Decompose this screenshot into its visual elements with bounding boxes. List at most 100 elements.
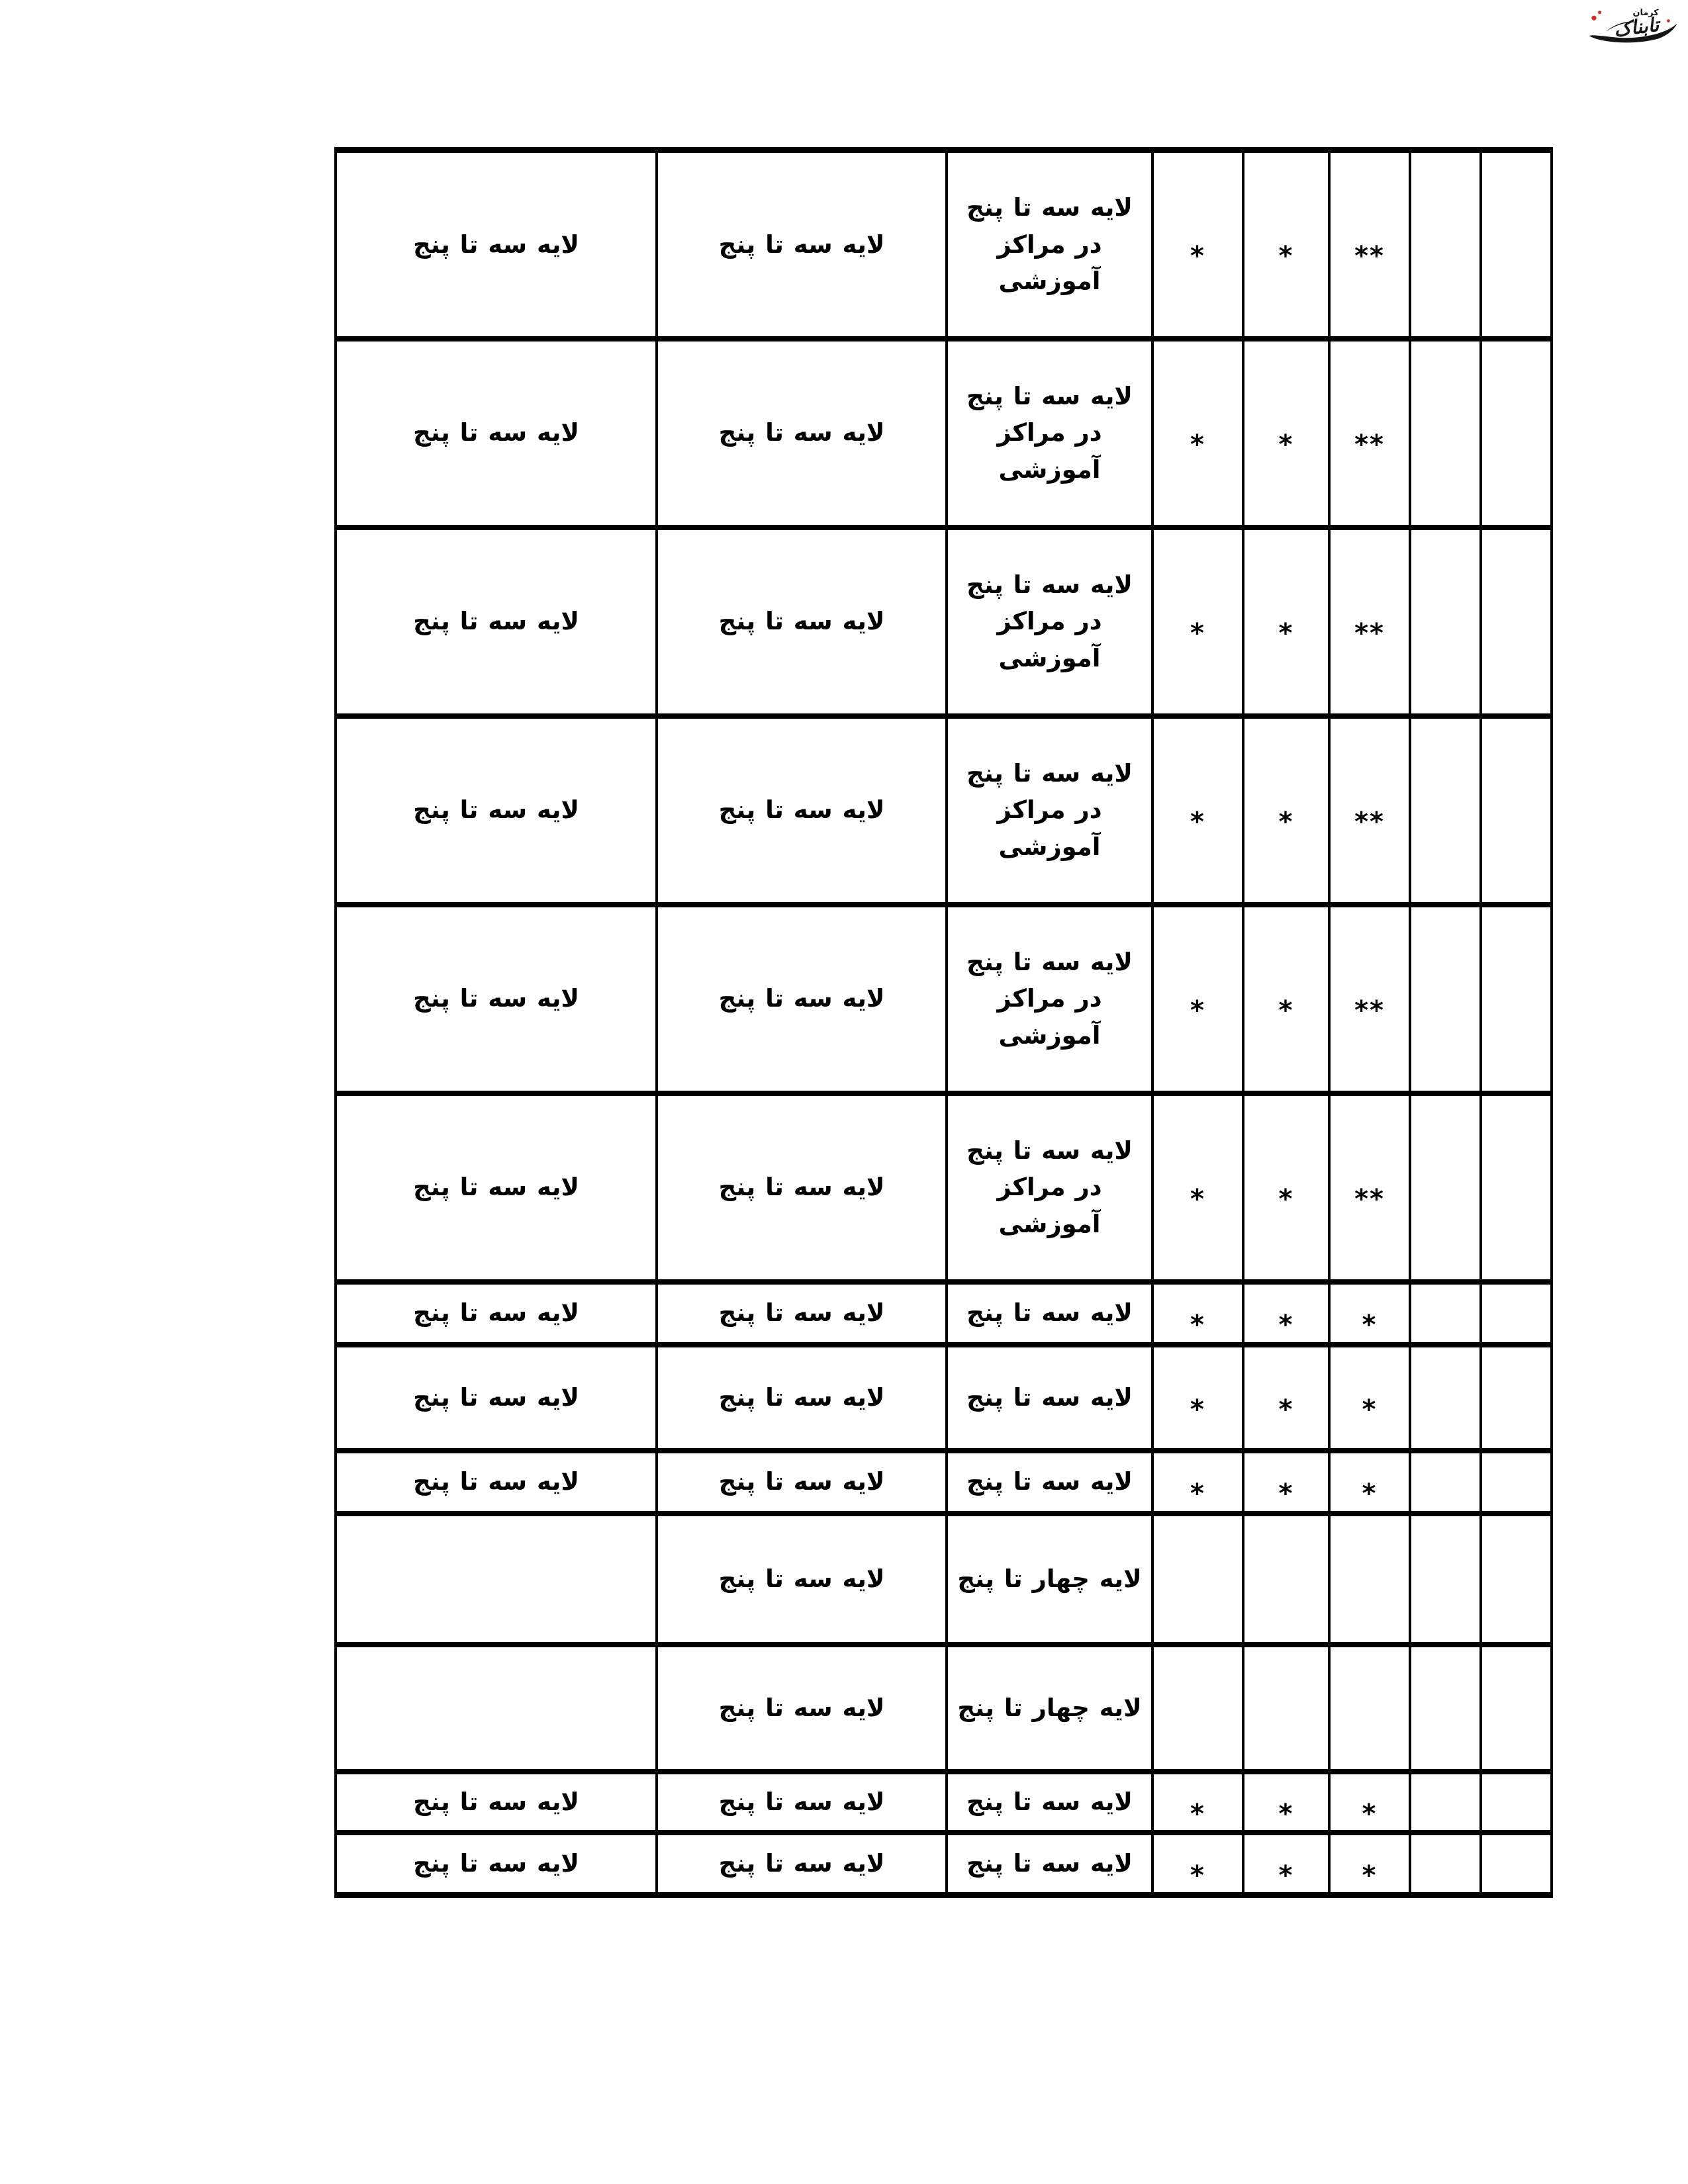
cell-text: لایه سه تا پنج xyxy=(718,1173,885,1202)
cell-text: لایه سه تا پنج در مراکز آموزشی xyxy=(966,570,1133,672)
cell-text: لایه سه تا پنج xyxy=(413,1173,579,1202)
table-cell: * xyxy=(1328,1342,1411,1453)
table-cell: * xyxy=(1151,147,1244,341)
table-cell: * xyxy=(1242,901,1331,1096)
table-cell xyxy=(1479,901,1553,1096)
table-cell: * xyxy=(1242,713,1331,907)
table-cell xyxy=(1409,1641,1482,1774)
table-cell: لایه سه تا پنج xyxy=(334,901,658,1096)
table-cell: لایه سه تا پنج xyxy=(655,1768,948,1835)
table-cell xyxy=(1151,1510,1244,1647)
table-cell xyxy=(1328,1641,1411,1774)
layers-table: لایه سه تا پنج لایه سه تا پنج لایه سه تا… xyxy=(334,147,1553,1898)
cell-text: لایه سه تا پنج xyxy=(718,796,885,825)
table-cell xyxy=(1479,1447,1553,1516)
table-cell: ** xyxy=(1328,901,1411,1096)
table-cell xyxy=(1409,901,1482,1096)
table-cell xyxy=(1242,1510,1331,1647)
table-cell xyxy=(1479,713,1553,907)
cell-text: * xyxy=(1190,995,1205,1026)
cell-text: لایه سه تا پنج xyxy=(413,984,579,1013)
table-cell xyxy=(1409,1829,1482,1898)
table-cell: * xyxy=(1151,713,1244,907)
cell-text: لایه سه تا پنج xyxy=(413,796,579,825)
table-cell xyxy=(1409,1279,1482,1347)
cell-text: * xyxy=(1278,1479,1294,1509)
cell-text: * xyxy=(1278,1184,1294,1214)
cell-text: * xyxy=(1190,807,1205,837)
table-cell: * xyxy=(1328,1279,1411,1347)
cell-text: ** xyxy=(1354,995,1385,1026)
table-cell: * xyxy=(1242,1090,1331,1285)
logo-accent-dot xyxy=(1667,19,1670,23)
cell-text: لایه سه تا پنج xyxy=(718,1467,885,1496)
cell-text: لایه سه تا پنج xyxy=(718,418,885,447)
cell-text: لایه سه تا پنج xyxy=(413,1383,579,1412)
table-row: لایه سه تا پنج لایه سه تا پنج لایه سه تا… xyxy=(334,713,1553,907)
table-cell: لایه سه تا پنج در مراکز آموزشی xyxy=(945,1090,1154,1285)
table-cell: * xyxy=(1242,1342,1331,1453)
cell-text: * xyxy=(1278,1798,1294,1829)
cell-text: * xyxy=(1278,430,1294,460)
table-cell: * xyxy=(1151,524,1244,719)
cell-text: لایه سه تا پنج xyxy=(966,1467,1133,1496)
table-cell xyxy=(1479,524,1553,719)
table-cell xyxy=(1409,336,1482,530)
table-cell: ** xyxy=(1328,147,1411,341)
table-cell: لایه سه تا پنج xyxy=(945,1279,1154,1347)
table-cell: لایه سه تا پنج xyxy=(334,147,658,341)
table-cell xyxy=(334,1510,658,1647)
table-cell: * xyxy=(1151,336,1244,530)
logo-accent-dot xyxy=(1591,15,1597,21)
cell-text: * xyxy=(1278,995,1294,1026)
table-row: لایه سه تا پنج لایه سه تا پنج لایه سه تا… xyxy=(334,1447,1553,1516)
logo-region-text: کرمان xyxy=(1633,8,1660,18)
table-cell: * xyxy=(1151,1829,1244,1898)
table-cell xyxy=(1479,1510,1553,1647)
table-cell: لایه سه تا پنج xyxy=(334,1768,658,1835)
table-cell xyxy=(1479,1342,1553,1453)
cell-text: * xyxy=(1190,241,1205,272)
table-cell: * xyxy=(1242,524,1331,719)
table-cell: لایه سه تا پنج xyxy=(945,1768,1154,1835)
table-cell: لایه سه تا پنج xyxy=(655,1510,948,1647)
cell-text: لایه سه تا پنج xyxy=(413,1849,579,1878)
table-row: لایه سه تا پنج لایه سه تا پنج لایه سه تا… xyxy=(334,901,1553,1096)
table-cell: * xyxy=(1242,1447,1331,1516)
cell-text: لایه سه تا پنج xyxy=(413,418,579,447)
cell-text: لایه سه تا پنج xyxy=(966,1849,1133,1878)
table-cell xyxy=(1479,1829,1553,1898)
cell-text: لایه سه تا پنج در مراکز آموزشی xyxy=(966,193,1133,295)
cell-text: لایه سه تا پنج در مراکز آموزشی xyxy=(966,1136,1133,1238)
table-cell xyxy=(1409,147,1482,341)
table-cell xyxy=(1328,1510,1411,1647)
table-cell: لایه سه تا پنج xyxy=(655,1829,948,1898)
table-cell: لایه سه تا پنج xyxy=(655,1342,948,1453)
cell-text: لایه سه تا پنج xyxy=(718,1849,885,1878)
table-cell: ** xyxy=(1328,1090,1411,1285)
table-row: لایه سه تا پنج لایه سه تا پنج لایه سه تا… xyxy=(334,1768,1553,1835)
table-cell: لایه چهار تا پنج xyxy=(945,1510,1154,1647)
cell-text: * xyxy=(1190,1394,1205,1425)
table-cell xyxy=(1479,1641,1553,1774)
table-cell: لایه سه تا پنج xyxy=(945,1342,1154,1453)
tabnak-kerman-logo: تابناک کرمان xyxy=(1589,8,1677,43)
table-row: لایه سه تا پنج لایه سه تا پنج لایه سه تا… xyxy=(334,336,1553,530)
cell-text: * xyxy=(1362,1394,1378,1425)
table-cell: ** xyxy=(1328,713,1411,907)
cell-text: ** xyxy=(1354,430,1385,460)
cell-text: * xyxy=(1190,430,1205,460)
table-cell xyxy=(1479,1279,1553,1347)
table-cell: * xyxy=(1151,901,1244,1096)
cell-text: * xyxy=(1190,1860,1205,1891)
table-cell: لایه سه تا پنج در مراکز آموزشی xyxy=(945,901,1154,1096)
table-cell: لایه سه تا پنج xyxy=(334,1090,658,1285)
table-row: لایه سه تا پنج لایه سه تا پنج لایه سه تا… xyxy=(334,1090,1553,1285)
table-cell xyxy=(334,1641,658,1774)
table-cell: لایه سه تا پنج xyxy=(334,1447,658,1516)
cell-text: * xyxy=(1190,1310,1205,1340)
table-row: لایه سه تا پنج لایه سه تا پنج لایه سه تا… xyxy=(334,1279,1553,1347)
cell-text: لایه چهار تا پنج xyxy=(957,1564,1142,1593)
cell-text: * xyxy=(1278,807,1294,837)
table-row: لایه سه تا پنج لایه سه تا پنج لایه سه تا… xyxy=(334,147,1553,341)
